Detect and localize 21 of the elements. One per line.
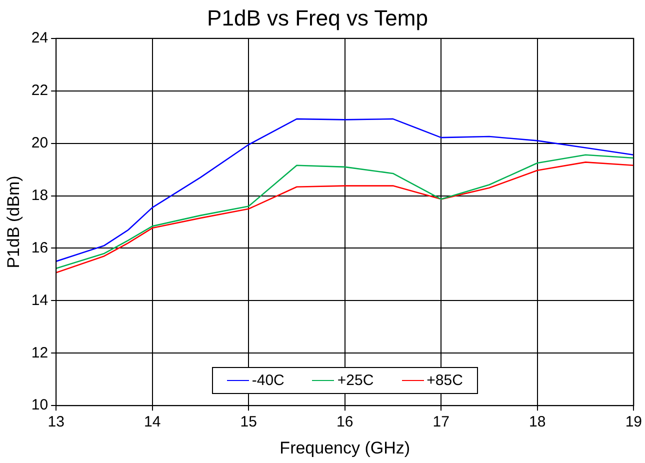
legend-label: +85C: [426, 372, 463, 389]
y-tick-label: 22: [31, 82, 48, 99]
x-tick-label: 17: [432, 414, 450, 431]
chart-title: P1dB vs Freq vs Temp: [207, 5, 428, 30]
x-tick-label: 19: [625, 414, 642, 431]
y-axis-title: P1dB (dBm): [4, 176, 23, 268]
legend-label: -40C: [252, 372, 284, 389]
x-tick-label: 13: [48, 414, 64, 431]
x-tick-label: 15: [240, 414, 257, 431]
x-axis-title: Frequency (GHz): [280, 438, 410, 458]
y-tick-label: 18: [31, 186, 48, 204]
y-tick-label: 10: [31, 396, 48, 414]
y-tick-label: 14: [31, 292, 48, 309]
y-tick-label: 12: [31, 344, 48, 362]
x-tick-label: 16: [336, 414, 354, 431]
legend-label: +25C: [337, 372, 374, 389]
x-tick-label: 14: [144, 414, 161, 431]
y-tick-label: 20: [31, 134, 48, 152]
x-tick-label: 18: [529, 414, 546, 431]
y-tick-label: 16: [31, 239, 48, 256]
y-tick-label: 24: [31, 30, 48, 47]
